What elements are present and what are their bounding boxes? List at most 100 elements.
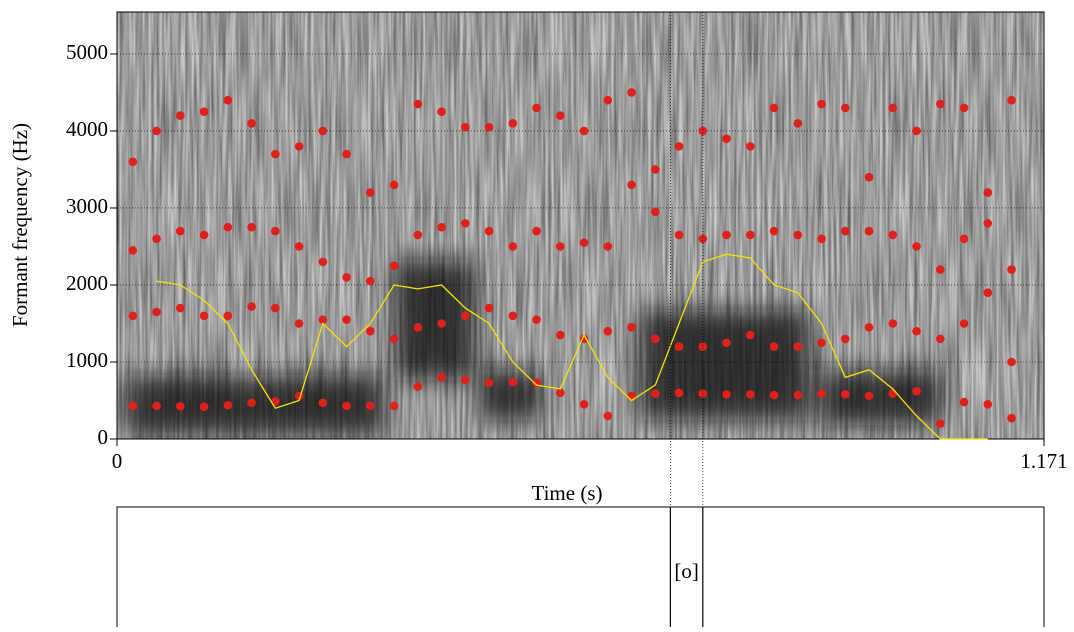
formant-point <box>508 377 518 387</box>
formant-point <box>579 238 589 247</box>
formant-point <box>247 398 256 408</box>
formant-point <box>841 390 850 399</box>
formant-point <box>888 103 898 113</box>
formant-point <box>532 315 541 324</box>
textgrid-tier <box>116 506 1045 632</box>
formant-point <box>128 157 138 167</box>
formant-point <box>508 118 518 128</box>
formant-point <box>651 165 660 174</box>
formant-point <box>769 390 779 400</box>
formant-point <box>864 323 874 332</box>
formant-point <box>746 142 755 151</box>
formant-point <box>603 326 613 336</box>
formant-point <box>437 319 446 328</box>
formant-point <box>366 401 375 411</box>
formant-point <box>935 265 945 274</box>
formant-point <box>935 419 945 428</box>
formant-point <box>817 338 826 348</box>
formant-point <box>484 303 494 313</box>
formant-point <box>484 122 494 132</box>
plot-frame <box>116 11 1045 440</box>
formant-point <box>556 242 565 251</box>
x-tick-label: 0 <box>112 449 123 473</box>
formant-point <box>935 334 945 344</box>
formant-point <box>817 234 826 244</box>
formant-point <box>318 398 328 408</box>
formant-point <box>769 342 779 351</box>
formant-point <box>793 342 803 351</box>
formant-point <box>722 134 731 143</box>
formant-point <box>959 397 969 407</box>
formant-point <box>627 323 636 332</box>
formant-point <box>746 330 755 340</box>
formant-point <box>413 99 423 109</box>
formant-point <box>817 99 826 109</box>
formant-point <box>223 222 233 232</box>
formant-point <box>698 126 708 136</box>
formant-point <box>437 222 446 232</box>
formant-point <box>508 242 518 251</box>
formant-point <box>556 388 565 398</box>
formant-point <box>247 222 256 232</box>
formant-point <box>556 111 565 120</box>
formant-point <box>176 401 185 411</box>
formant-point <box>912 326 921 336</box>
formant-point <box>627 88 636 97</box>
formant-point <box>461 311 470 321</box>
formant-point <box>176 303 185 313</box>
formant-point <box>318 257 328 267</box>
formant-point <box>651 389 660 398</box>
formant-point <box>627 180 636 190</box>
formant-point <box>389 261 399 271</box>
formant-point <box>674 230 684 240</box>
formant-point <box>484 378 494 388</box>
formant-point <box>152 401 161 411</box>
formant-point <box>959 234 969 244</box>
formant-point <box>342 272 351 282</box>
formant-point <box>888 230 898 240</box>
y-tick-label: 3000 <box>66 194 108 218</box>
formant-point <box>841 226 850 236</box>
formant-point <box>271 226 280 236</box>
formant-point <box>437 107 446 117</box>
formant-point <box>769 103 779 113</box>
x-tick-label: 1.171 <box>1020 449 1067 473</box>
formant-point <box>888 319 898 328</box>
formant-point <box>603 242 613 251</box>
formant-point <box>674 142 684 151</box>
formant-point <box>817 389 826 398</box>
formant-point <box>983 219 993 228</box>
y-tick-label: 0 <box>98 425 109 449</box>
formant-point <box>722 338 731 348</box>
formant-point <box>152 234 161 244</box>
formant-point <box>579 400 589 409</box>
formant-point <box>413 230 423 240</box>
formant-point <box>461 375 470 385</box>
formant-point <box>437 373 446 382</box>
formant-point <box>152 126 161 136</box>
formant-point <box>271 303 280 313</box>
formant-point <box>651 334 660 344</box>
formant-point <box>199 311 209 321</box>
formant-point <box>864 172 874 182</box>
formant-point <box>912 386 921 396</box>
formant-point <box>366 188 375 197</box>
formant-point <box>366 326 375 336</box>
formant-point <box>769 226 779 236</box>
formant-point <box>983 188 993 197</box>
formant-point <box>199 402 209 411</box>
formant-point <box>223 400 233 410</box>
formant-point <box>389 401 399 411</box>
formant-point <box>841 103 850 113</box>
formant-point <box>746 230 755 240</box>
formant-point <box>413 323 423 332</box>
formant-point <box>223 311 233 321</box>
formant-point <box>722 230 731 240</box>
formant-point <box>888 389 898 398</box>
interval-label: [o] <box>674 559 699 583</box>
formant-point <box>128 311 138 321</box>
formant-point <box>579 126 589 136</box>
formant-point <box>413 382 423 391</box>
formant-point <box>294 319 304 328</box>
